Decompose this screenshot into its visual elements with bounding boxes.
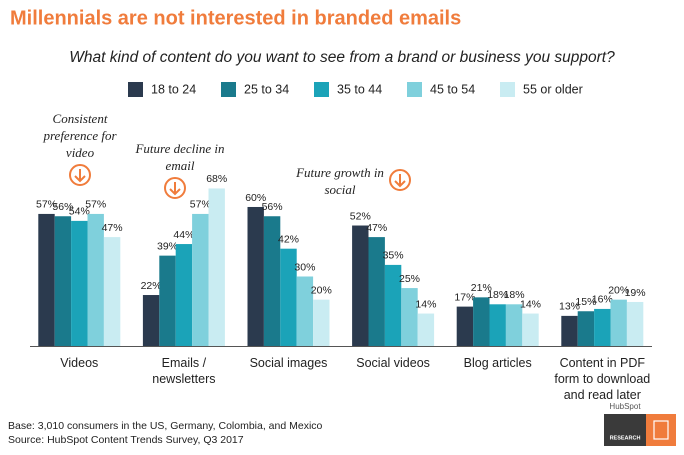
value-label: 57%: [190, 199, 211, 211]
value-label: 56%: [52, 201, 73, 213]
bar: [610, 299, 627, 346]
legend-swatch: [500, 82, 515, 97]
bar: [38, 213, 55, 346]
value-label: 19%: [625, 287, 646, 299]
value-label: 56%: [262, 201, 283, 213]
value-label: 25%: [399, 273, 420, 285]
bar: [626, 301, 644, 346]
x-tick-label: Content in PDF form to download and read…: [554, 356, 651, 402]
chart-title: Millennials are not interested in brande…: [10, 7, 461, 29]
annotation: Consistent preference for video: [43, 111, 117, 160]
bar: [473, 297, 490, 346]
bar: [561, 315, 578, 346]
bar: [247, 206, 264, 346]
value-label: 35%: [383, 250, 404, 262]
x-tick-label: Videos: [60, 356, 99, 370]
value-label: 17%: [454, 291, 475, 303]
value-label: 16%: [592, 294, 613, 306]
bar: [417, 313, 435, 346]
note: Base: 3,010 consumers in the US, Germany…: [8, 420, 323, 432]
legend-label: 25 to 34: [244, 82, 289, 96]
logo-icon: [653, 420, 669, 440]
bar: [296, 276, 314, 346]
value-label: 20%: [311, 284, 332, 296]
x-tick-label: Social images: [249, 356, 328, 370]
value-label: 57%: [36, 199, 57, 211]
x-tick-label: Blog articles: [463, 356, 532, 370]
logo-icon: [646, 414, 676, 446]
bar: [175, 244, 193, 346]
bar: [192, 213, 209, 346]
legend-label: 45 to 54: [430, 82, 475, 96]
logo-label: RESEARCH: [610, 435, 641, 441]
value-label: 22%: [141, 280, 162, 292]
value-label: 14%: [415, 298, 436, 310]
bar: [505, 304, 523, 346]
bar: [71, 220, 88, 346]
value-label: 21%: [471, 282, 492, 294]
bar: [142, 295, 160, 346]
bar: [280, 248, 297, 346]
value-label: 57%: [85, 199, 106, 211]
value-label: 18%: [504, 289, 525, 301]
x-tick-label: Social videos: [356, 356, 430, 370]
bar: [352, 225, 369, 346]
bar: [159, 255, 176, 346]
logo-box: [604, 414, 646, 446]
value-label: 68%: [206, 173, 227, 185]
bar: [208, 188, 225, 346]
bar: [401, 288, 418, 346]
value-label: 54%: [69, 206, 90, 218]
legend-label: 18 to 24: [151, 82, 196, 96]
value-label: 30%: [294, 261, 315, 273]
legend-swatch: [407, 82, 422, 97]
bar: [522, 313, 539, 346]
bar: [54, 216, 72, 346]
value-label: 15%: [575, 296, 596, 308]
value-label: 52%: [350, 210, 371, 222]
bar: [577, 311, 595, 346]
value-label: 39%: [157, 240, 178, 252]
legend-swatch: [314, 82, 329, 97]
value-label: 47%: [102, 222, 123, 234]
value-label: 13%: [559, 301, 580, 313]
value-label: 18%: [487, 289, 508, 301]
note: Source: HubSpot Content Trends Survey, Q…: [8, 434, 244, 446]
value-label: 44%: [173, 229, 194, 241]
legend-swatch: [128, 82, 143, 97]
legend-label: 55 or older: [523, 82, 583, 96]
chart-subtitle: What kind of content do you want to see …: [69, 49, 615, 66]
bar: [103, 237, 121, 346]
x-tick-label: Emails / newsletters: [152, 356, 216, 386]
value-label: 20%: [608, 284, 629, 296]
bar: [594, 308, 611, 346]
bar: [384, 264, 402, 346]
value-label: 47%: [366, 222, 387, 234]
bar: [489, 304, 506, 346]
bar: [263, 216, 281, 346]
annotation: Future growth in social: [296, 165, 384, 197]
legend-label: 35 to 44: [337, 82, 382, 96]
bar: [87, 213, 104, 346]
bar: [456, 306, 474, 346]
bar: [368, 237, 385, 346]
legend-swatch: [221, 82, 236, 97]
value-label: 14%: [520, 298, 541, 310]
value-label: 42%: [278, 233, 299, 245]
value-label: 60%: [245, 192, 266, 204]
bar: [313, 299, 330, 346]
logo-brand: HubSpot: [609, 402, 641, 411]
icon: [69, 164, 411, 199]
annotation: Future decline in email: [135, 141, 225, 173]
